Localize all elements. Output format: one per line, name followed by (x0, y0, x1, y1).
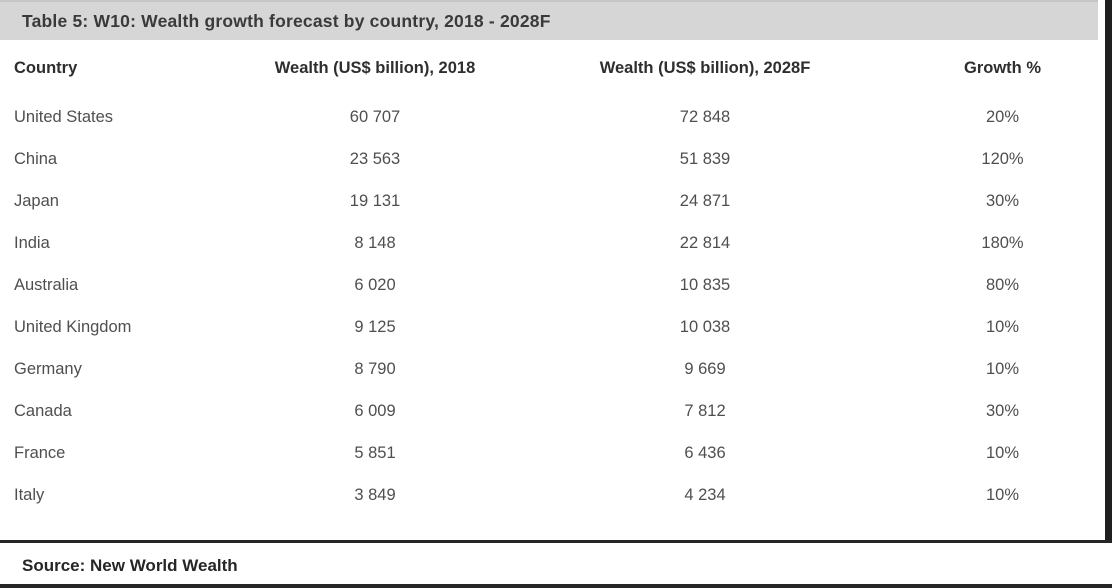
wealth-2028f-cell: 10 038 (679, 317, 731, 336)
wealth-2028f-cell: 6 436 (684, 443, 726, 462)
country-cell: Japan (14, 191, 59, 210)
table-row: Australia 6 020 10 835 80% (0, 264, 1105, 306)
table-row: Germany 8 790 9 669 10% (0, 348, 1105, 390)
table-header: Country Wealth (US$ billion), 2018 Wealt… (0, 40, 1105, 96)
wealth-2018-cell: 6 009 (354, 401, 396, 420)
wealth-2028f-cell: 72 848 (679, 107, 731, 126)
growth-cell: 20% (985, 107, 1020, 126)
growth-cell: 10% (985, 443, 1020, 462)
growth-cell: 180% (981, 233, 1024, 252)
wealth-2028f-cell: 22 814 (679, 233, 731, 252)
wealth-2028f-cell: 7 812 (684, 401, 726, 420)
country-cell: United States (14, 107, 114, 126)
table-title-bar: Table 5: W10: Wealth growth forecast by … (0, 0, 1098, 40)
source-note: Source: New World Wealth (22, 556, 238, 575)
table-row: China 23 563 51 839 120% (0, 138, 1105, 180)
wealth-2028f-cell: 10 835 (679, 275, 731, 294)
country-cell: United Kingdom (14, 317, 132, 336)
growth-cell: 80% (985, 275, 1020, 294)
col-header-country: Country (14, 58, 78, 77)
wealth-table: Country Wealth (US$ billion), 2018 Wealt… (0, 40, 1105, 516)
growth-cell: 30% (985, 191, 1020, 210)
country-cell: Italy (14, 485, 45, 504)
col-header-wealth-2028f: Wealth (US$ billion), 2028F (599, 58, 811, 77)
country-cell: Germany (14, 359, 82, 378)
wealth-2018-cell: 8 790 (354, 359, 396, 378)
table-row: India 8 148 22 814 180% (0, 222, 1105, 264)
country-cell: China (14, 149, 58, 168)
wealth-2018-cell: 19 131 (349, 191, 401, 210)
wealth-2028f-cell: 4 234 (684, 485, 726, 504)
growth-cell: 10% (985, 485, 1020, 504)
table-row: United Kingdom 9 125 10 038 10% (0, 306, 1105, 348)
growth-cell: 10% (985, 359, 1020, 378)
col-header-growth-pct: Growth % (964, 58, 1041, 77)
right-edge-bar (1105, 0, 1112, 542)
wealth-2018-cell: 60 707 (349, 107, 401, 126)
growth-cell: 120% (981, 149, 1024, 168)
wealth-2018-cell: 8 148 (354, 233, 396, 252)
growth-cell: 30% (985, 401, 1020, 420)
table-title: Table 5: W10: Wealth growth forecast by … (22, 10, 551, 31)
table-row: United States 60 707 72 848 20% (0, 96, 1105, 138)
table-row: Canada 6 009 7 812 30% (0, 390, 1105, 432)
table-row: France 5 851 6 436 10% (0, 432, 1105, 474)
wealth-2018-cell: 6 020 (354, 275, 396, 294)
growth-cell: 10% (985, 317, 1020, 336)
wealth-2018-cell: 23 563 (349, 149, 401, 168)
wealth-2028f-cell: 24 871 (679, 191, 731, 210)
bottom-edge-line (0, 584, 1112, 588)
country-cell: Australia (14, 275, 79, 294)
wealth-2028f-cell: 9 669 (684, 359, 726, 378)
table-body: United States 60 707 72 848 20% China 23 563 5… (0, 96, 1105, 516)
wealth-2018-cell: 3 849 (354, 485, 396, 504)
table-row: Italy 3 849 4 234 10% (0, 474, 1105, 516)
country-cell: France (14, 443, 66, 462)
wealth-2018-cell: 9 125 (354, 317, 396, 336)
wealth-2018-cell: 5 851 (354, 443, 396, 462)
country-cell: Canada (14, 401, 72, 420)
country-cell: India (14, 233, 50, 252)
table-row: Japan 19 131 24 871 30% (0, 180, 1105, 222)
source-divider-line (0, 540, 1112, 543)
col-header-wealth-2018: Wealth (US$ billion), 2018 (274, 58, 476, 77)
wealth-2028f-cell: 51 839 (679, 149, 731, 168)
header-row: Country Wealth (US$ billion), 2018 Wealt… (0, 40, 1105, 96)
